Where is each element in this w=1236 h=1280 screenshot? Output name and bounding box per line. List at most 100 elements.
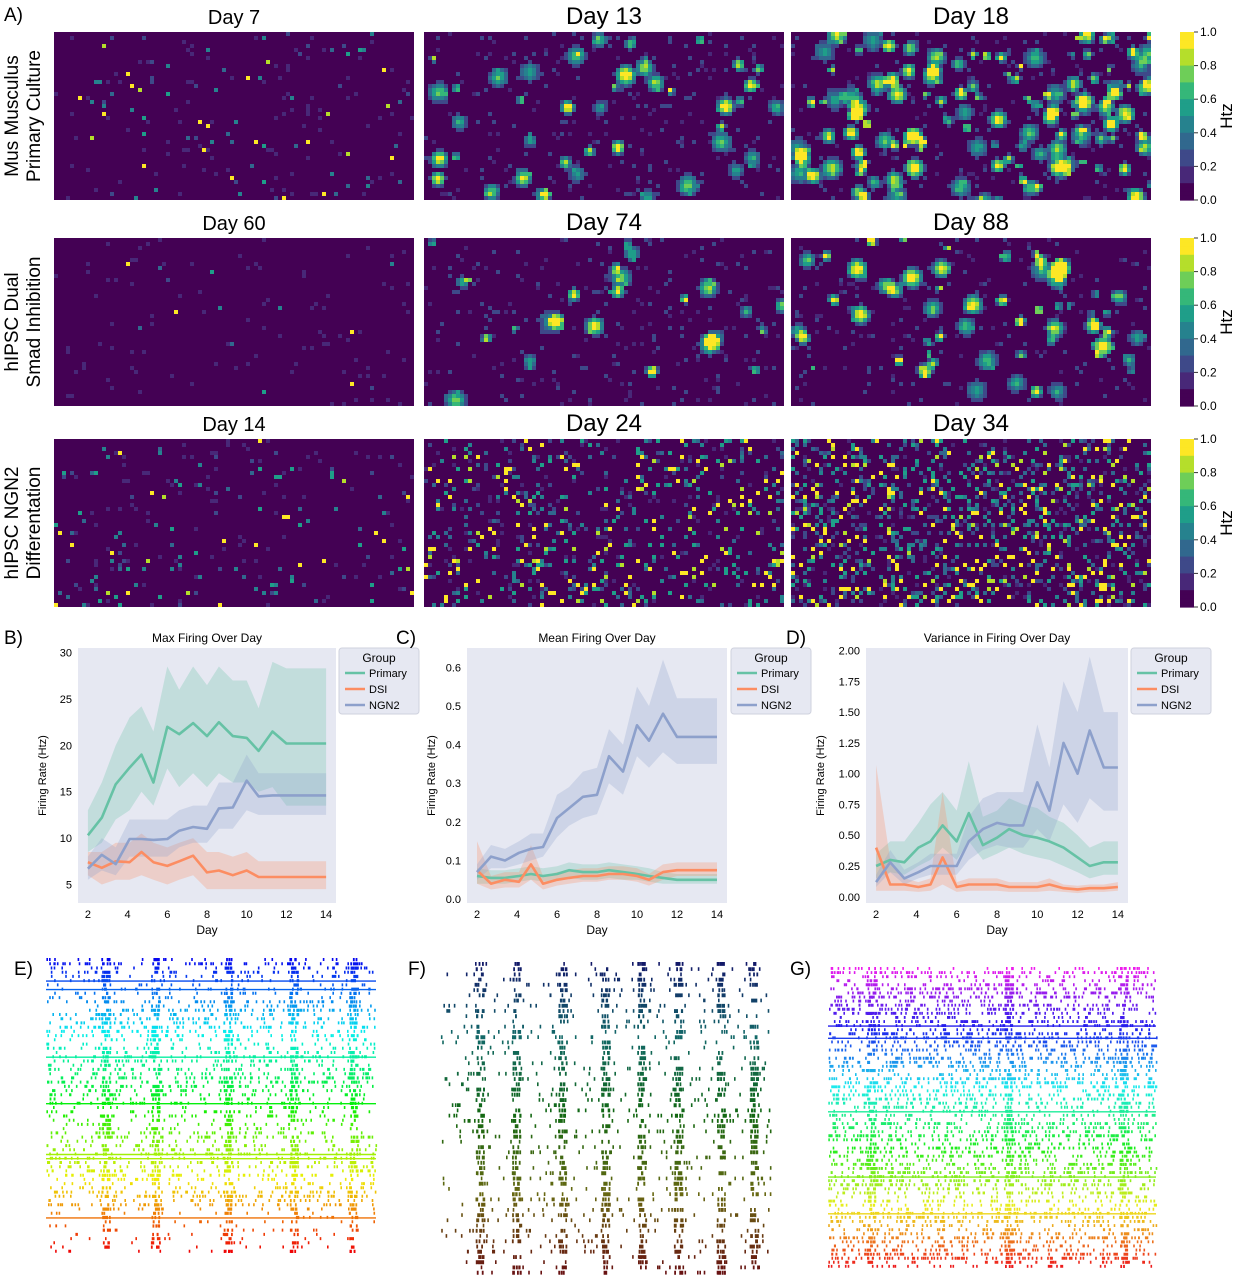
raster-row-spikes	[833, 1020, 1153, 1024]
raster-row-spikes	[828, 1060, 1158, 1064]
raster-row-spikes	[475, 1171, 756, 1176]
y-tick-label: 25	[60, 694, 72, 706]
y-axis-label: Firing Rate (Htz)	[426, 735, 438, 816]
raster-row-spikes	[46, 1055, 376, 1059]
raster-row-spikes	[828, 1175, 1156, 1179]
raster-row-spikes	[828, 1260, 1151, 1264]
raster-row-spikes	[828, 1101, 1154, 1105]
legend-title: Group	[362, 651, 396, 665]
row-label-line-1: hIPSC Dual	[2, 272, 23, 371]
y-tick-label: 1.75	[839, 676, 860, 688]
raster-row-spikes	[841, 1073, 1148, 1077]
raster-row-spikes	[831, 1040, 1144, 1044]
raster-row-spikes	[843, 1232, 1154, 1236]
raster-row-spikes	[828, 1056, 1153, 1060]
raster-row-spikes	[463, 1024, 759, 1029]
raster-row-spikes	[49, 1097, 365, 1101]
raster-row-spikes	[96, 1004, 372, 1008]
raster-row-spikes	[832, 1146, 1151, 1150]
colorbar-label: Htz	[1217, 510, 1236, 536]
confidence-band	[876, 765, 1118, 894]
legend[interactable]: Group Primary DSI NGN2	[1130, 647, 1212, 715]
x-tick-label: 10	[241, 909, 253, 921]
raster-row-spikes	[828, 1203, 1157, 1207]
raster-row-spikes	[867, 1052, 1153, 1056]
raster-row-spikes	[473, 988, 741, 993]
heatmap-panel: Day 24	[424, 410, 784, 607]
raster-row-spikes	[52, 1148, 377, 1152]
raster-row-spikes	[830, 967, 1149, 971]
row-label-line-1: Mus Musculus	[2, 55, 23, 176]
raster-row-spikes	[479, 1192, 772, 1197]
raster-row-spikes	[828, 1199, 1156, 1203]
raster-row-spikes	[479, 1208, 770, 1212]
legend-entry: NGN2	[1161, 700, 1192, 712]
legend[interactable]: Group Primary DSI NGN2	[730, 647, 812, 715]
raster-row-spikes	[47, 1000, 361, 1004]
y-tick-label: 0.1	[446, 856, 461, 868]
heatmap-panel: Day 34	[791, 410, 1151, 607]
y-tick-label: 30	[60, 648, 72, 660]
raster-row-spikes	[836, 995, 1154, 999]
raster-row-spikes	[477, 1045, 760, 1050]
raster-row-spikes	[49, 996, 356, 1000]
raster-row-spikes	[828, 1224, 1158, 1228]
raster-row-spikes	[461, 1213, 757, 1218]
row-label-line-2: Differentation	[24, 467, 45, 580]
raster-row-spikes	[46, 1029, 366, 1034]
raster-row-spikes	[835, 1195, 1148, 1199]
raster-row-spikes	[50, 966, 368, 970]
raster-row-spikes	[63, 1182, 375, 1186]
legend[interactable]: Group Primary DSI NGN2	[338, 647, 420, 715]
heatmap-day-title: Day 74	[566, 209, 642, 236]
raster-row-spikes	[869, 1142, 1130, 1146]
raster-row-spikes	[832, 1126, 1154, 1130]
raster-row-spikes	[836, 979, 1156, 983]
raster-row-spikes	[50, 970, 374, 974]
raster-row-spikes	[46, 1042, 376, 1046]
x-tick-label: 4	[125, 909, 131, 921]
raster-row-spikes	[459, 1134, 768, 1139]
confidence-band	[876, 656, 1118, 887]
heatmap-day-title: Day 14	[202, 414, 265, 436]
raster-row-spikes	[47, 1080, 369, 1084]
raster-row-spikes	[475, 1150, 765, 1155]
heatmap-panel: Day 88	[791, 209, 1151, 406]
raster-row-spikes	[47, 983, 366, 987]
colorbar-tick-label: 0.4	[1200, 533, 1217, 547]
raster-row-spikes	[828, 1048, 1155, 1052]
colorbar: 0.0 0.2 0.4 0.6 0.8 1.0 Htz	[1180, 25, 1236, 207]
raster-row-spikes	[78, 1207, 375, 1211]
heatmap-day-title: Day 13	[566, 3, 642, 30]
raster-row-spikes	[55, 1249, 356, 1253]
x-tick-label: 6	[554, 909, 560, 921]
raster-row-spikes	[835, 1118, 1135, 1122]
heatmap-row-label: hIPSC Dual Smad Inhibition	[2, 257, 45, 388]
raster-row-spikes	[441, 1228, 760, 1233]
y-tick-label: 1.50	[839, 707, 860, 719]
raster-row-spikes	[50, 1131, 363, 1135]
y-axis-label-group: Firing Rate (Htz)	[815, 735, 827, 816]
colorbar-label-group: Htz	[1217, 103, 1236, 129]
raster-row-spikes	[46, 1215, 376, 1220]
colorbar-tick-label: 1.0	[1200, 231, 1217, 245]
raster-row-spikes	[465, 1014, 758, 1019]
raster-row-spikes	[844, 1081, 1155, 1085]
raster-row-spikes	[49, 962, 363, 966]
raster-row-spikes	[53, 1059, 355, 1063]
raster-row-spikes	[829, 1007, 1154, 1011]
raster-row-spikes	[854, 1105, 1155, 1109]
raster-row-spikes	[476, 1155, 744, 1160]
heatmap-panel: Day 60	[54, 213, 414, 406]
x-tick-label: 4	[913, 909, 919, 921]
plot-area	[467, 648, 727, 903]
raster-row-spikes	[828, 1036, 1158, 1040]
chart-title: Variance in Firing Over Day	[924, 631, 1071, 645]
x-tick-label: 14	[711, 909, 723, 921]
raster-row-spikes	[831, 1248, 1146, 1252]
raster-row-spikes	[476, 1092, 759, 1097]
raster-row-spikes	[53, 1190, 377, 1194]
heatmap-row-label: hIPSC NGN2 Differentation	[2, 467, 45, 580]
raster-row-spikes	[828, 1138, 1153, 1142]
legend-entry: NGN2	[369, 700, 400, 712]
